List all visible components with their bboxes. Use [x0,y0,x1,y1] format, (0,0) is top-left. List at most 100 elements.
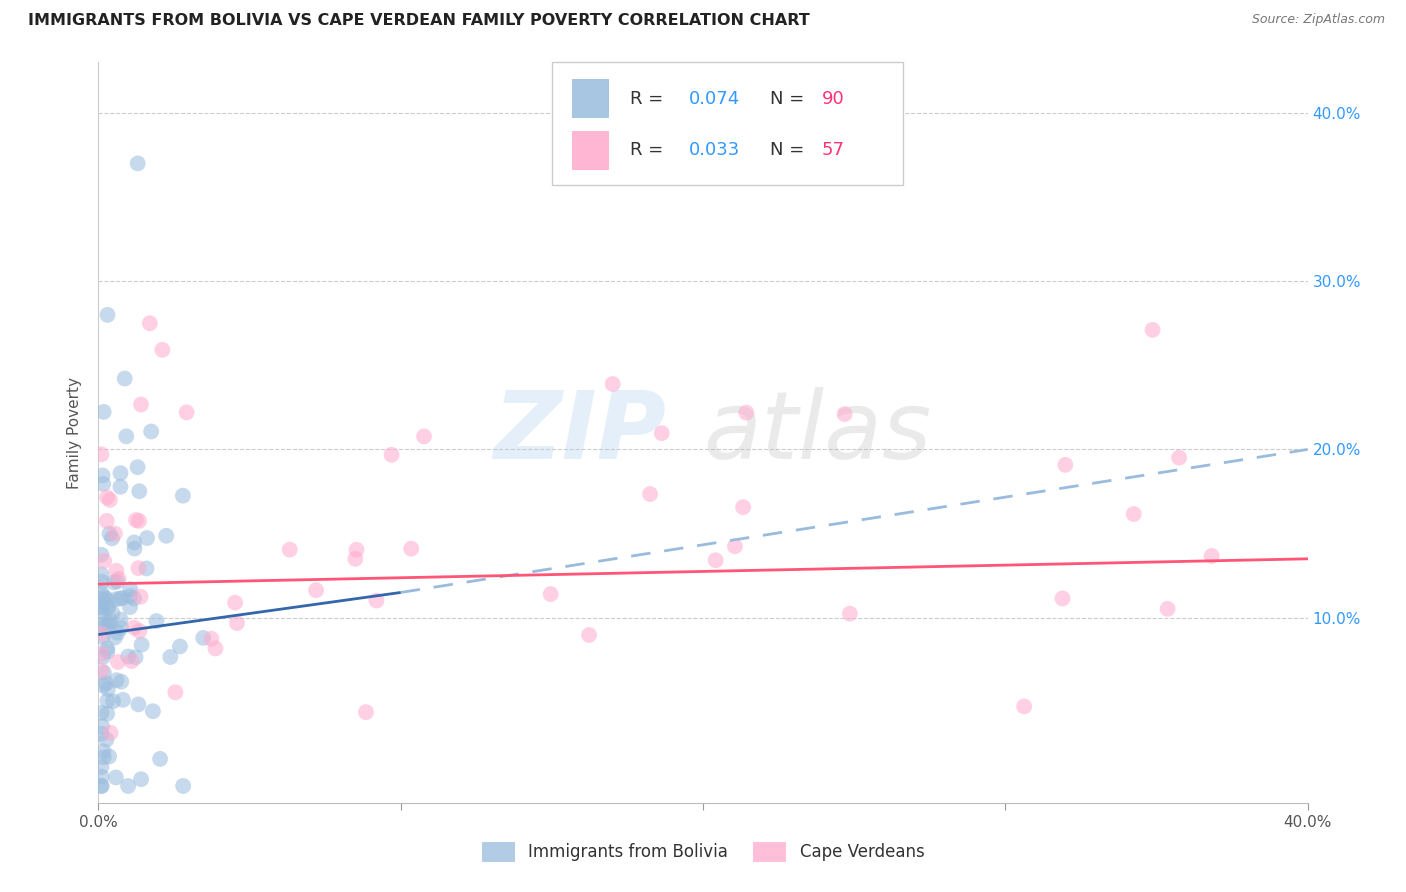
Point [135,561,157,575]
Point [110,480,132,494]
Point [141,425,163,439]
Point [93,554,115,568]
Point [838,607,860,621]
Point [121,654,143,668]
Point [278,542,301,557]
Point [344,551,367,566]
Point [354,705,377,719]
Legend: Immigrants from Bolivia, Cape Verdeans: Immigrants from Bolivia, Cape Verdeans [475,835,931,869]
Point [91,719,114,733]
Point [96,491,118,505]
Point [380,448,402,462]
Point [96,514,118,528]
Point [540,587,562,601]
Point [96,694,118,708]
Point [127,698,149,712]
Point [90,706,112,720]
Point [91,468,114,483]
Point [91,650,114,665]
Point [110,621,132,635]
Text: 0.074: 0.074 [689,90,740,108]
Point [107,625,129,640]
Point [224,596,246,610]
Point [651,426,673,441]
Point [127,561,149,575]
Point [107,572,129,586]
Point [129,772,152,787]
Point [90,586,112,600]
Point [96,732,118,747]
Point [90,779,112,793]
Point [834,407,856,421]
Point [105,592,128,607]
Point [142,704,165,718]
Point [90,548,112,562]
Point [93,665,115,680]
Point [118,600,141,615]
Point [159,650,181,665]
Point [108,591,131,606]
Point [127,460,149,475]
Text: R =: R = [630,141,669,159]
Point [104,771,127,785]
Point [172,489,194,503]
Point [97,601,120,615]
Point [120,582,142,597]
Point [110,613,132,627]
Point [704,553,727,567]
Point [111,693,134,707]
Point [1122,507,1144,521]
Text: N =: N = [769,141,810,159]
Point [724,539,747,553]
Point [90,447,112,461]
FancyBboxPatch shape [551,62,903,185]
Point [91,477,114,491]
Point [165,685,187,699]
Point [105,673,128,688]
Point [97,599,120,614]
Point [90,567,112,582]
Point [90,591,112,606]
Point [98,492,121,507]
Point [94,619,117,633]
Point [91,678,114,692]
Point [1052,591,1074,606]
Point [1156,602,1178,616]
Point [638,487,661,501]
Point [96,592,118,607]
Point [735,406,758,420]
Point [111,591,134,605]
Point [98,526,121,541]
Point [101,694,124,708]
Point [98,614,121,628]
Text: IMMIGRANTS FROM BOLIVIA VS CAPE VERDEAN FAMILY POVERTY CORRELATION CHART: IMMIGRANTS FROM BOLIVIA VS CAPE VERDEAN … [28,13,810,29]
Point [101,531,124,545]
Point [96,641,118,656]
Point [169,640,191,654]
Point [145,614,167,628]
Point [101,606,124,620]
Point [90,600,112,615]
Text: Source: ZipAtlas.com: Source: ZipAtlas.com [1251,13,1385,27]
Point [93,750,115,764]
Text: 57: 57 [821,141,845,159]
Point [399,541,422,556]
Point [578,628,600,642]
Point [93,405,115,419]
Point [413,429,436,443]
Point [90,727,112,741]
Text: 0.033: 0.033 [689,141,740,159]
Point [91,574,114,589]
Point [96,308,118,322]
Point [117,779,139,793]
Point [90,770,112,784]
Point [305,583,328,598]
Point [110,466,132,480]
Point [105,574,128,589]
Point [127,156,149,170]
Point [104,526,127,541]
Point [90,604,112,618]
Point [96,615,118,630]
Point [90,617,112,632]
Bar [572,79,609,118]
